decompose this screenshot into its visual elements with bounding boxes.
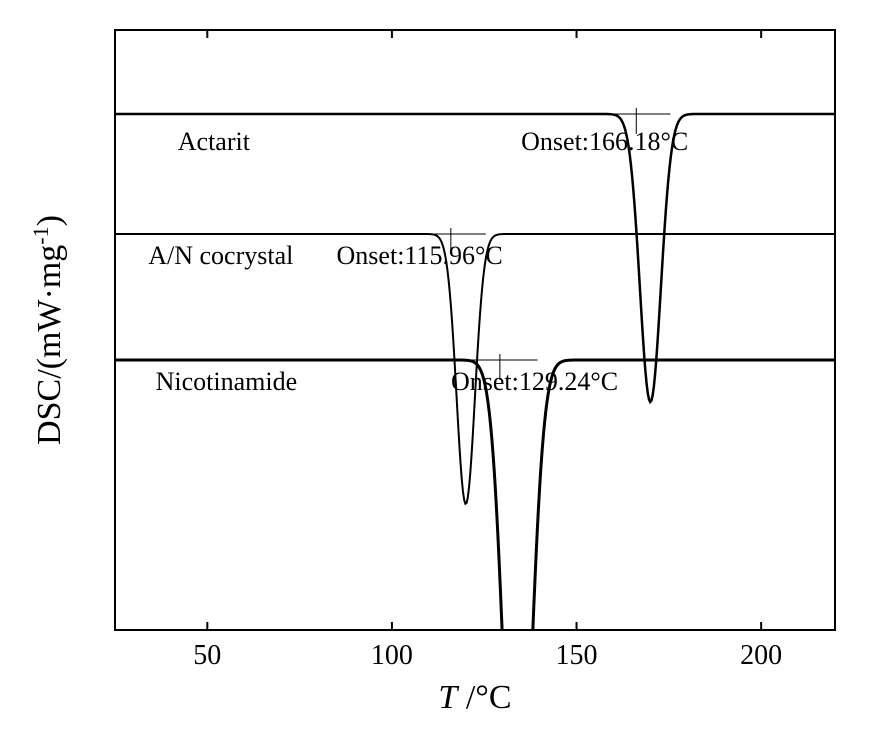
svg-text:150: 150 — [556, 640, 598, 671]
svg-text:50: 50 — [193, 640, 221, 671]
svg-text:Onset:129.24°C: Onset:129.24°C — [451, 367, 618, 396]
svg-text:Onset:166.18°C: Onset:166.18°C — [521, 127, 688, 156]
svg-text:Nicotinamide: Nicotinamide — [156, 367, 298, 396]
svg-text:Actarit: Actarit — [178, 127, 251, 156]
dsc-chart: 50 100 150 200 T /°C DSC/(mW·mg-1) Actarit Onse… — [0, 0, 874, 735]
chart-svg: 50 100 150 200 T /°C DSC/(mW·mg-1) Actarit Onse… — [0, 0, 874, 735]
svg-text:A/N cocrystal: A/N cocrystal — [148, 241, 293, 270]
svg-text:Onset:115.96°C: Onset:115.96°C — [337, 241, 503, 270]
svg-text:DSC/(mW·mg-1): DSC/(mW·mg-1) — [28, 215, 69, 445]
svg-text:100: 100 — [371, 640, 413, 671]
svg-text:T /°C: T /°C — [438, 679, 511, 716]
svg-text:200: 200 — [740, 640, 782, 671]
